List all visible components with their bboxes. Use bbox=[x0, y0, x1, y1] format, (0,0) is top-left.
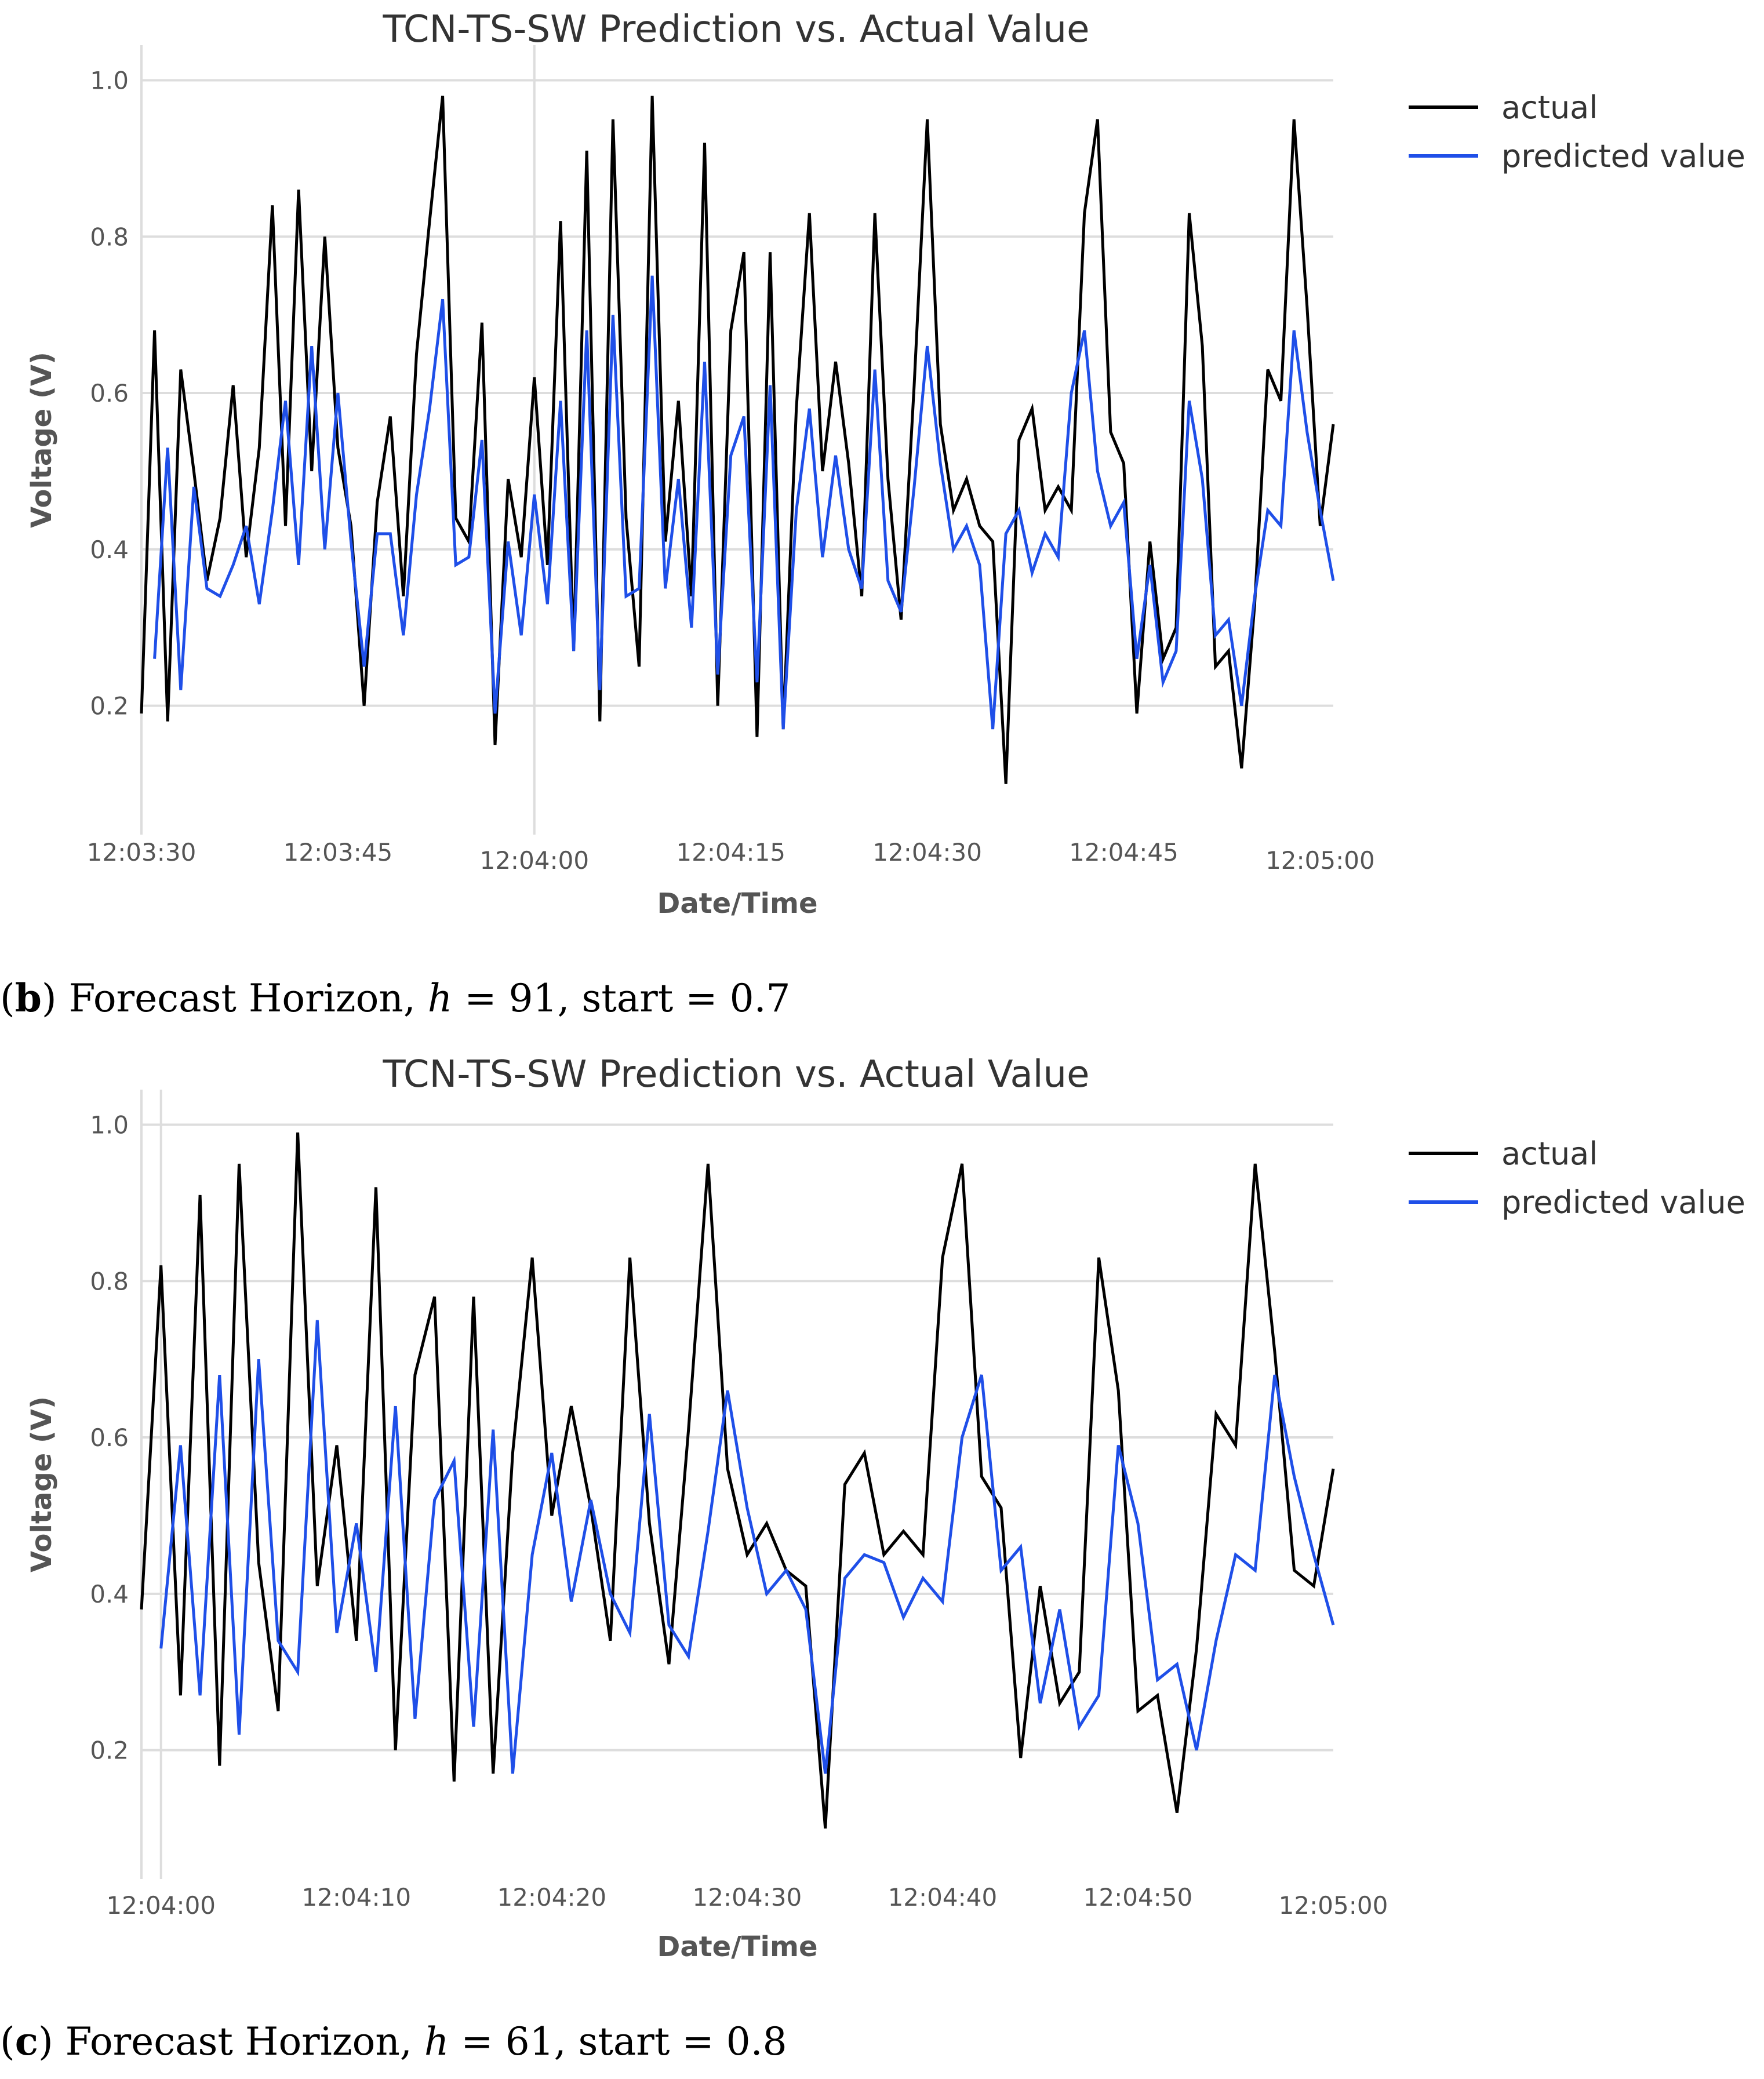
y-tick-label: 0.2 bbox=[90, 1736, 129, 1765]
caption-text: Forecast Horizon, bbox=[69, 976, 428, 1021]
x-axis-label: Date/Time bbox=[657, 887, 817, 920]
series-line-predicted-value bbox=[159, 1320, 1335, 1774]
y-tick-label: 0.4 bbox=[90, 1580, 129, 1608]
y-tick-label: 0.8 bbox=[90, 1267, 129, 1295]
x-tick-label: 12:04:45 bbox=[1069, 838, 1179, 866]
caption-panel-label: c bbox=[15, 2019, 38, 2064]
legend-label: actual bbox=[1501, 89, 1598, 126]
series-line-actual bbox=[140, 96, 1335, 784]
y-axis-label: Voltage (V) bbox=[26, 352, 58, 528]
y-tick-label: 0.4 bbox=[90, 536, 129, 564]
y-tick-label: 0.6 bbox=[90, 1423, 129, 1452]
x-tick-label: 12:04:00 bbox=[106, 1891, 216, 1920]
caption-text: Forecast Horizon, bbox=[66, 2019, 424, 2064]
y-tick-label: 0.2 bbox=[90, 692, 129, 720]
legend-label: actual bbox=[1501, 1135, 1598, 1172]
y-tick-label: 0.6 bbox=[90, 379, 129, 407]
legend-label: predicted value bbox=[1501, 1184, 1745, 1221]
x-tick-label: 12:03:45 bbox=[283, 838, 393, 866]
y-tick-label: 1.0 bbox=[90, 1111, 129, 1139]
caption-paren-close: ) bbox=[38, 2019, 66, 2064]
x-tick-label: 12:04:40 bbox=[888, 1883, 998, 1911]
y-axis-label: Voltage (V) bbox=[26, 1396, 58, 1572]
chart-title: TCN-TS-SW Prediction vs. Actual Value bbox=[383, 1053, 1090, 1096]
chart-2: TCN-TS-SW Prediction vs. Actual Value 0.2… bbox=[0, 1053, 1745, 2064]
y-tick-label: 1.0 bbox=[90, 66, 129, 94]
series-line-predicted-value bbox=[153, 275, 1335, 730]
x-tick-label: 12:03:30 bbox=[87, 838, 197, 866]
caption-variable: h bbox=[428, 976, 453, 1021]
chart-1: TCN-TS-SW Prediction vs. Actual Value 0.2… bbox=[0, 8, 1745, 1021]
y-tick-label: 0.8 bbox=[90, 223, 129, 251]
caption-paren-close: ) bbox=[42, 976, 69, 1021]
caption-paren-open: ( bbox=[0, 2019, 15, 2064]
legend-label: predicted value bbox=[1501, 138, 1745, 174]
caption-variable: h bbox=[424, 2019, 449, 2064]
x-tick-label: 12:05:00 bbox=[1265, 846, 1375, 875]
caption-paren-open: ( bbox=[0, 976, 15, 1021]
x-tick-label: 12:04:50 bbox=[1083, 1883, 1193, 1911]
caption-text-value: = 91, start = 0.7 bbox=[452, 976, 790, 1021]
chart-title: TCN-TS-SW Prediction vs. Actual Value bbox=[383, 8, 1090, 51]
x-tick-label: 12:05:00 bbox=[1279, 1891, 1388, 1920]
x-tick-label: 12:04:20 bbox=[497, 1883, 606, 1911]
x-tick-label: 12:04:30 bbox=[693, 1883, 802, 1911]
x-tick-label: 12:04:00 bbox=[479, 846, 589, 875]
series-line-actual bbox=[140, 1132, 1335, 1829]
figure-caption: (b) Forecast Horizon, h = 91, start = 0.… bbox=[0, 975, 791, 1021]
x-tick-label: 12:04:30 bbox=[872, 838, 982, 866]
caption-text-value: = 61, start = 0.8 bbox=[449, 2019, 787, 2064]
x-tick-label: 12:04:10 bbox=[301, 1883, 411, 1911]
x-axis-label: Date/Time bbox=[657, 1931, 817, 1963]
x-tick-label: 12:04:15 bbox=[676, 838, 785, 866]
figure-caption: (c) Forecast Horizon, h = 61, start = 0.… bbox=[0, 2019, 787, 2064]
caption-panel-label: b bbox=[15, 975, 42, 1021]
